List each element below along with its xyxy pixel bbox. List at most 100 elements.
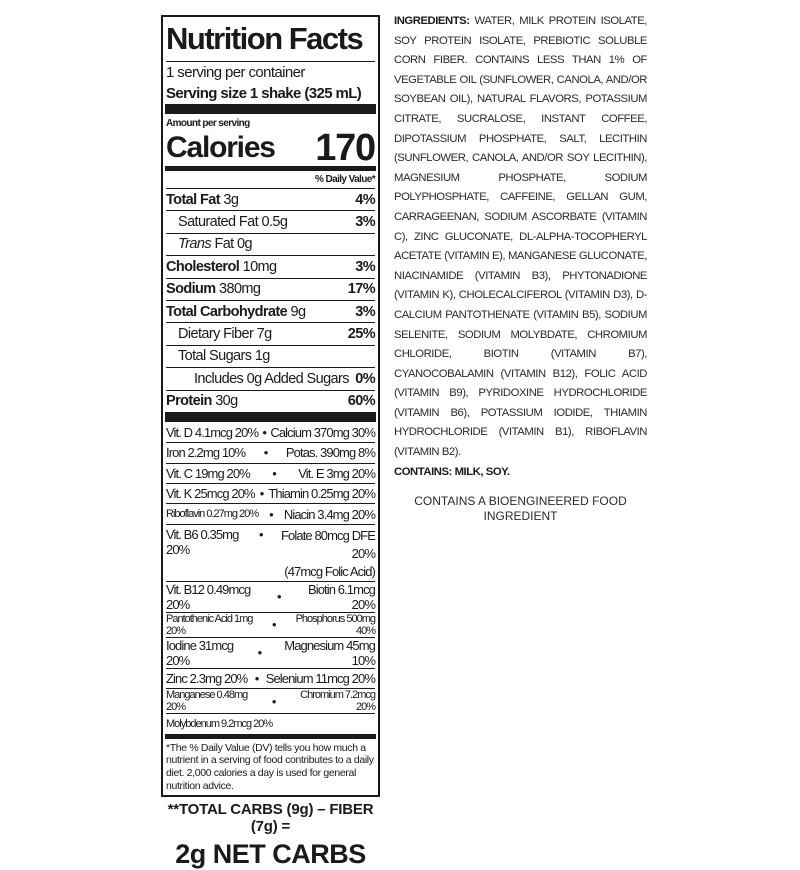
nutrient-name: Dietary Fiber 7g (166, 326, 272, 342)
vitamin-right-text: Chromium 7.2mcg 20% (300, 689, 376, 714)
vitamin-right: Biotin 6.1mcg 20% (285, 581, 376, 612)
nutrient-name: Saturated Fat 0.5g (166, 214, 288, 231)
nutrient-amount: 10mg (242, 258, 277, 275)
servings-per-container: 1 serving per container (166, 61, 375, 82)
right-column: INGREDIENTS: WATER, MILK PROTEIN ISOLATE… (394, 12, 647, 524)
nutrient-amount: 0.5g (261, 214, 288, 231)
nutrient-dv: 3% (355, 214, 375, 231)
vitamin-right-text: Biotin 6.1mcg 20% (307, 581, 376, 612)
vitamin-left: Riboflavin 0.27mg 20% (166, 508, 259, 521)
nutrient-label: Saturated Fat (178, 214, 259, 231)
vitamin-right-text: Magnesium 45mg 10% (284, 637, 376, 668)
nutrient-amount: 30g (215, 393, 238, 410)
vitamin-left: Vit. B6 0.35mg 20% (166, 526, 239, 557)
contains-label: CONTAINS: (394, 465, 452, 478)
bullet-icon: • (277, 589, 282, 605)
net-carbs-formula: **TOTAL CARBS (9g) – FIBER (7g) = (167, 800, 374, 835)
vitamin-left: Iron 2.2mg 10% (166, 445, 246, 461)
vitamin-right: Thiamin 0.25mg 20% (268, 486, 376, 502)
nutrient-row: Sodium 380mg 17% (166, 277, 376, 300)
nutrient-name: Trans Fat 0g (166, 236, 253, 253)
divider-thick (165, 411, 376, 422)
nutrient-dv: 3% (355, 303, 375, 320)
left-column: Nutrition Facts 1 serving per container … (161, 15, 380, 870)
vitamin-right-text: Thiamin 0.25mg 20% (268, 486, 376, 502)
calories-row: Calories 170 (166, 127, 376, 169)
vitamin-right: Calcium 370mg 30% (270, 425, 376, 440)
divider-medium (165, 733, 376, 739)
footnote: *The % Daily Value (DV) tells you how mu… (166, 741, 374, 793)
nutrient-dv: 4% (355, 191, 375, 208)
vitamin-row: Vit. C 19mg 20% • Vit. E 3mg 20% (166, 462, 376, 483)
nutrient-label: Trans (178, 236, 212, 253)
nutrient-amount: 380mg (219, 281, 261, 298)
bullet-icon: • (269, 506, 274, 522)
vitamin-left: Manganese 0.48mg 20% (166, 689, 248, 714)
nutrient-row: Saturated Fat 0.5g 3% (166, 210, 376, 232)
nutrient-amount: 7g (256, 326, 273, 343)
vitamin-left: Vit. B12 0.49mcg 20% (166, 581, 251, 612)
nutrient-label: Includes 0g Added Sugars (194, 370, 350, 387)
nutrient-dv: 3% (355, 258, 375, 275)
divider-medium (165, 166, 376, 171)
nutrient-row: Total Fat 3g 4% (166, 188, 376, 210)
nutrient-amount: 9g (290, 303, 307, 320)
nutrient-dv: 25% (347, 326, 376, 343)
vitamin-left: Vit. D 4.1mcg 20% (166, 424, 259, 440)
nutrient-row: Total Sugars 1g (166, 344, 375, 367)
nutrient-label: Cholesterol (166, 258, 240, 275)
vitamin-right: Magnesium 45mg 10% (266, 638, 376, 668)
divider-thick (165, 104, 376, 114)
calories-value: 170 (315, 126, 376, 169)
nutrient-dv: 17% (347, 281, 376, 298)
nutrient-row: Protein 30g 60% (166, 389, 376, 412)
vitamin-right-text: Vit. E 3mg 20% (298, 465, 376, 481)
vitamin-right: Vit. E 3mg 20% (298, 465, 376, 481)
amount-per-serving: Amount per serving (166, 118, 250, 129)
nutrient-row: Cholesterol 10mg 3% (166, 255, 376, 277)
daily-value-header: % Daily Value* (315, 174, 376, 185)
vitamin-row: Vit. B6 0.35mg 20% • Folate 80mcg DFE 20% (… (166, 523, 376, 581)
vitamin-row: Pantothenic Acid 1mg 20% • Phosphorus 500m… (166, 611, 376, 637)
nutrient-label: Total Fat (166, 191, 221, 208)
vitamin-right-text: Phosphorus 500mg 40% (295, 612, 376, 637)
bullet-icon: • (262, 424, 267, 440)
vitamin-row: Molybdenum 9.2mcg 20% (166, 713, 375, 733)
label-title: Nutrition Facts (166, 21, 364, 56)
vitamin-list: Vit. D 4.1mcg 20% • Calcium 370mg 30% Iron … (166, 422, 376, 734)
nutrient-label: Total Sugars (178, 348, 252, 365)
nutrient-name: Sodium 380mg (166, 281, 261, 298)
nutrient-label: Sodium (166, 281, 216, 298)
vitamin-right: Potas. 390mg 8% (286, 445, 376, 460)
vitamin-row: Zinc 2.3mg 20% • Selenium 11mcg 20% (166, 667, 376, 688)
nutrient-row: Total Carbohydrate 9g 3% (166, 299, 376, 322)
vitamin-left: Vit. K 25mcg 20% (166, 486, 256, 502)
vitamin-row: Vit. K 25mcg 20% • Thiamin 0.25mg 20% (166, 483, 376, 503)
nutrient-dv: 60% (347, 393, 376, 410)
ingredients-text: WATER, MILK PROTEIN ISOLATE, SOY PROTEIN… (394, 15, 647, 459)
bullet-icon: • (257, 645, 263, 661)
vitamin-row: Vit. D 4.1mcg 20% • Calcium 370mg 30% (166, 422, 376, 442)
bullet-icon: • (272, 617, 277, 633)
nutrient-label: Dietary Fiber (178, 326, 254, 343)
nutrient-list: Total Fat 3g 4% Saturated Fat 0.5g 3% Trans … (166, 188, 376, 412)
nutrient-name: Includes 0g Added Sugars (166, 370, 350, 387)
vitamin-right-text: Selenium 11mcg 20% (265, 671, 376, 687)
serving-size: Serving size 1 shake (325 mL) (166, 84, 362, 102)
vitamin-right-note: (47mcg Folic Acid) (284, 563, 376, 579)
ingredients-label: INGREDIENTS: (394, 15, 470, 27)
ingredients: INGREDIENTS: WATER, MILK PROTEIN ISOLATE… (394, 12, 647, 482)
nutrient-name: Total Sugars 1g (166, 348, 270, 364)
bullet-icon: • (254, 671, 260, 687)
vitamin-right: Folate 80mcg DFE 20% (47mcg Folic Acid) (267, 527, 376, 581)
nutrition-facts-label: Nutrition Facts 1 serving per container … (161, 15, 380, 797)
vitamin-row: Iodine 31mcg 20% • Magnesium 45mg 10% (166, 636, 376, 668)
vitamin-left: Zinc 2.3mg 20% (166, 671, 248, 687)
vitamin-left: Vit. C 19mg 20% (166, 465, 251, 481)
vitamin-left: Molybdenum 9.2mcg 20% (166, 717, 273, 730)
vitamin-right: Chromium 7.2mcg 20% (280, 689, 376, 714)
contains-allergens: MILK, SOY. (454, 465, 511, 478)
bullet-icon: • (271, 693, 277, 709)
calories-label: Calories (166, 131, 276, 164)
bullet-icon: • (258, 526, 264, 542)
